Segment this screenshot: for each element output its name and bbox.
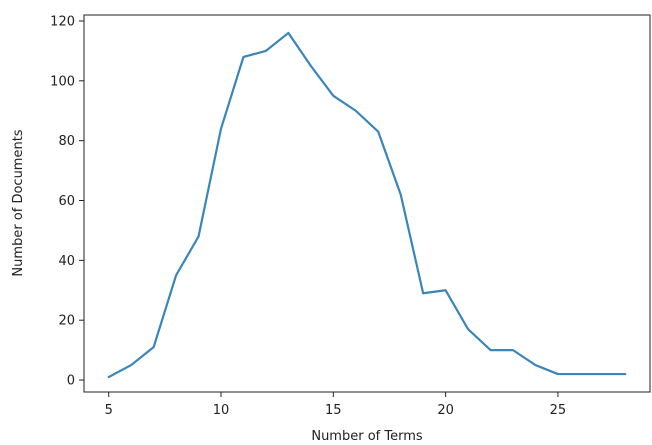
- x-tick-label: 25: [550, 403, 567, 418]
- x-tick-label: 5: [105, 403, 113, 418]
- plot-background: [84, 15, 650, 392]
- x-tick-label: 10: [213, 403, 230, 418]
- series-line: [107, 31, 627, 379]
- x-tick-label: 15: [325, 403, 342, 418]
- y-tick-label: 120: [50, 14, 75, 29]
- y-tick-label: 40: [58, 254, 75, 269]
- x-axis-ticks: 5 10 15 20 25: [105, 392, 567, 418]
- y-axis-label: Number of Documents: [11, 129, 26, 276]
- y-tick-label: 20: [58, 314, 75, 329]
- series-layer: [107, 31, 627, 379]
- plot-frame: [83, 14, 651, 393]
- x-axis-label: Number of Terms: [311, 429, 423, 444]
- y-axis-ticks: 0 20 40 60 80 100 120: [50, 14, 84, 389]
- y-tick-label: 0: [67, 374, 75, 389]
- y-tick-label: 100: [50, 74, 75, 89]
- y-tick-label: 80: [58, 134, 75, 149]
- x-tick-label: 20: [437, 403, 454, 418]
- y-tick-label: 60: [58, 194, 75, 209]
